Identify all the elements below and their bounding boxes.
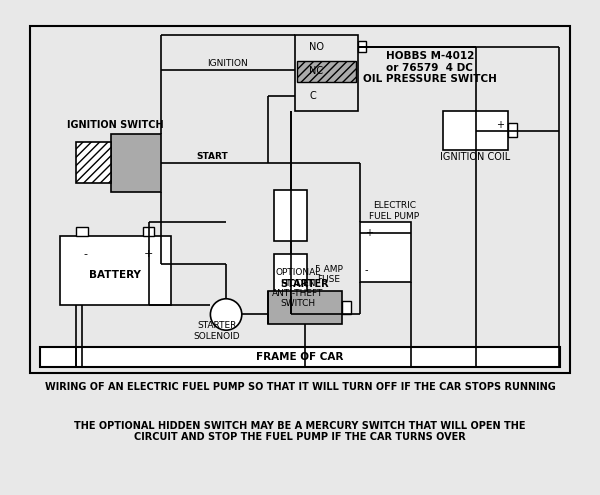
Text: ELECTRIC
FUEL PUMP: ELECTRIC FUEL PUMP <box>369 201 419 221</box>
Bar <box>110 134 161 192</box>
Text: +: + <box>144 249 153 259</box>
Text: +: + <box>496 120 505 130</box>
Bar <box>274 190 307 241</box>
Text: NC: NC <box>309 66 323 76</box>
Text: -: - <box>365 265 368 275</box>
Bar <box>60 236 170 305</box>
Bar <box>297 61 356 82</box>
Text: IGNITION SWITCH: IGNITION SWITCH <box>67 120 164 130</box>
Text: STARTER: STARTER <box>280 279 329 289</box>
Text: FRAME OF CAR: FRAME OF CAR <box>256 352 344 362</box>
Text: 5 AMP
FUSE: 5 AMP FUSE <box>315 265 343 285</box>
Bar <box>360 222 411 282</box>
Text: IGNITION: IGNITION <box>208 59 248 68</box>
Bar <box>358 41 365 52</box>
Bar <box>295 36 358 111</box>
Text: OPTIONAL
HIDDEN
ANTI-THEFT
SWITCH: OPTIONAL HIDDEN ANTI-THEFT SWITCH <box>272 268 323 308</box>
Bar <box>508 123 517 137</box>
Bar <box>443 111 508 150</box>
Text: IGNITION COIL: IGNITION COIL <box>440 152 511 162</box>
Bar <box>30 26 570 373</box>
Text: NO: NO <box>309 42 324 51</box>
Text: +: + <box>365 228 373 238</box>
Text: THE OPTIONAL HIDDEN SWITCH MAY BE A MERCURY SWITCH THAT WILL OPEN THE
CIRCUIT AN: THE OPTIONAL HIDDEN SWITCH MAY BE A MERC… <box>74 421 526 443</box>
Bar <box>341 300 351 314</box>
Text: C: C <box>309 91 316 100</box>
Circle shape <box>211 299 242 330</box>
Bar <box>76 227 88 236</box>
Text: STARTER
SOLENOID: STARTER SOLENOID <box>194 321 240 341</box>
Text: BATTERY: BATTERY <box>89 270 141 280</box>
Bar <box>143 227 154 236</box>
Bar <box>268 292 341 324</box>
Text: -: - <box>83 249 88 259</box>
Text: START: START <box>196 152 228 161</box>
Bar <box>274 254 307 296</box>
Bar <box>76 142 110 183</box>
Text: WIRING OF AN ELECTRIC FUEL PUMP SO THAT IT WILL TURN OFF IF THE CAR STOPS RUNNIN: WIRING OF AN ELECTRIC FUEL PUMP SO THAT … <box>44 382 556 392</box>
Text: HOBBS M-4012
or 76579  4 DC
OIL PRESSURE SWITCH: HOBBS M-4012 or 76579 4 DC OIL PRESSURE … <box>363 51 497 85</box>
Bar <box>40 347 560 367</box>
